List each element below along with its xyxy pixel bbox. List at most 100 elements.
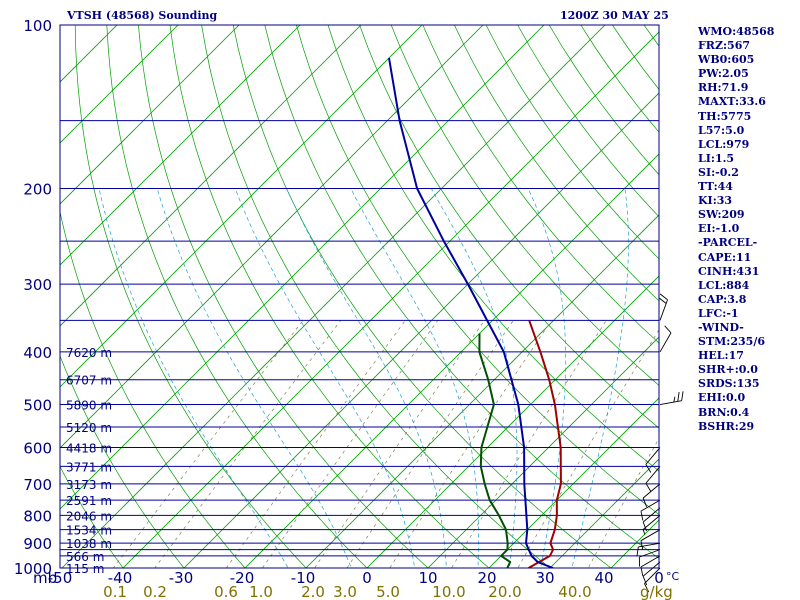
isotherm-line	[60, 25, 301, 266]
moist-adiabat-line	[98, 188, 289, 568]
stat-line: KI:33	[698, 194, 733, 208]
y-axis-unit-label: mb	[33, 569, 57, 587]
isotherm-line	[60, 25, 484, 449]
stat-line: BRN:0.4	[698, 405, 750, 419]
isotherm-line	[0, 0, 20, 579]
height-label: 1038 m	[66, 537, 112, 551]
isotherm-line	[427, 336, 659, 568]
wind-barb-staff	[645, 466, 661, 484]
wind-barb	[642, 515, 661, 535]
mixing-ratio-label: 5.0	[376, 583, 400, 600]
dry-adiabat-line	[264, 25, 659, 559]
wind-barb-flag	[642, 497, 648, 508]
pressure-tick-label: 600	[23, 440, 52, 458]
height-label: 3173 m	[66, 478, 112, 492]
isotherm-line	[60, 25, 545, 510]
stat-line: LCL:979	[698, 137, 750, 151]
mixing-ratio-label: 3.0	[333, 583, 357, 600]
dry-adiabat-line	[60, 354, 185, 568]
wind-barb	[642, 507, 661, 532]
stat-line: RH:71.9	[698, 81, 749, 95]
wind-barb-staff	[645, 447, 661, 465]
stats-panel: WMO:48568 FRZ:567 WB0:605 PW:2.05 RH:71.9 MAX…	[698, 25, 774, 434]
pressure-tick-label: 400	[23, 344, 52, 362]
stat-line: LFC:-1	[698, 306, 739, 320]
mixing-ratio-label: 20.0	[488, 583, 521, 600]
mixing-ratio-label: 40.0	[558, 583, 591, 600]
x-axis-unit-label: °C	[666, 570, 680, 583]
wind-barb-half-flag	[642, 529, 646, 535]
wind-barb-staff	[640, 529, 661, 542]
stat-line: LCL:884	[698, 278, 750, 292]
mixing-ratio-line	[262, 320, 439, 568]
dry-adiabat-line	[781, 0, 800, 579]
temperature-tick-label: -40	[108, 569, 133, 587]
isotherm-line	[60, 25, 240, 205]
wind-barbs	[636, 293, 684, 593]
dry-adiabat-line	[60, 465, 124, 568]
stat-line: EI:-1.0	[698, 222, 740, 236]
wind-barb	[659, 391, 684, 405]
temperature-tick-label: 10	[418, 569, 437, 587]
wind-barb-flag	[645, 483, 652, 492]
temperature-tick-label: 20	[477, 569, 496, 587]
mixing-ratio-line	[112, 320, 304, 568]
sounding-traces	[388, 57, 562, 568]
wind-barb	[644, 567, 661, 593]
height-label: 7620 m	[66, 346, 112, 360]
wind-barb	[642, 483, 661, 508]
temperature-tick-label: -10	[291, 569, 316, 587]
wind-barb-half-flag	[673, 396, 676, 403]
dry-adiabat-line	[74, 25, 307, 568]
mixing-ratio-unit: g/kg	[640, 583, 673, 600]
wind-barb-staff	[659, 299, 668, 321]
isotherm-line	[60, 25, 179, 144]
pressure-tick-label: 200	[23, 180, 52, 198]
stat-line: WB0:605	[698, 53, 755, 67]
stat-line: LI:1.5	[698, 151, 735, 165]
stat-line: L57:5.0	[698, 123, 745, 137]
isotherm-line	[60, 25, 362, 327]
parcel-trace	[388, 57, 554, 568]
wind-barb-flag	[640, 511, 644, 521]
sounding-time: 1200Z 30 MAY 25	[560, 9, 669, 22]
wind-barb-flag	[645, 464, 652, 473]
stat-line: SW:209	[698, 208, 745, 222]
mixing-ratio-label: 1.0	[249, 583, 273, 600]
dewpoint-trace	[478, 333, 512, 568]
height-label: 4418 m	[66, 442, 112, 456]
height-label: 6707 m	[66, 374, 112, 388]
mixing-ratio-line	[225, 320, 406, 568]
isotherm-line	[488, 397, 659, 568]
dry-adiabat-line	[138, 25, 429, 568]
mixing-ratio-label: 10.0	[432, 583, 465, 600]
temperature-tick-label: 0	[654, 569, 664, 587]
stat-line: STM:235/6	[698, 335, 765, 349]
background-grid	[0, 0, 800, 579]
wind-barb-flag	[677, 391, 680, 402]
stat-line: TH:5775	[698, 109, 752, 123]
wind-barb	[642, 561, 661, 586]
wind-barb-staff	[644, 567, 661, 584]
mixing-ratio-line	[314, 320, 485, 568]
mixing-ratio-label: 2.0	[301, 583, 325, 600]
mixing-ratio-label: 0.2	[143, 583, 167, 600]
mixing-ratio-label: 0.1	[103, 583, 127, 600]
pressure-tick-label: 900	[23, 535, 52, 553]
stat-line: FRZ:567	[698, 39, 751, 53]
stat-line: CINH:431	[698, 264, 760, 278]
height-label: 566 m	[66, 550, 104, 564]
temperature-tick-label: -30	[169, 569, 194, 587]
height-label: 1534 m	[66, 524, 112, 538]
isotherm-line	[366, 275, 659, 568]
height-label: 3771 m	[66, 460, 112, 474]
dry-adiabat-line	[60, 210, 246, 568]
isotherm-line	[244, 153, 659, 568]
height-label: 5120 m	[66, 421, 112, 435]
stat-line: HEL:17	[698, 349, 744, 363]
wind-barb	[638, 549, 661, 567]
temperature-tick-label: -50	[48, 569, 73, 587]
isotherm-line	[60, 25, 118, 83]
wind-barb	[658, 293, 668, 321]
